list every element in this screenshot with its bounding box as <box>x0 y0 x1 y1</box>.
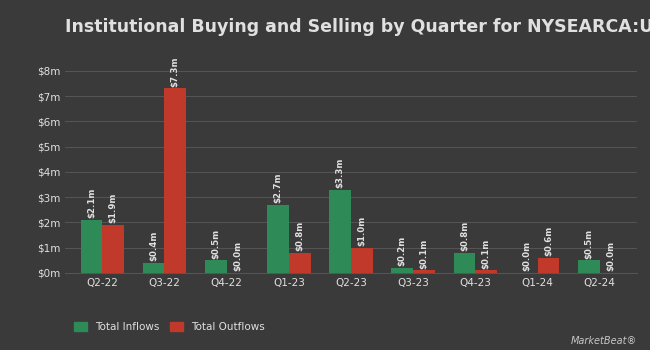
Text: $0.0m: $0.0m <box>233 241 242 271</box>
Text: $0.6m: $0.6m <box>544 226 553 256</box>
Bar <box>205 260 227 273</box>
Text: Institutional Buying and Selling by Quarter for NYSEARCA:USL: Institutional Buying and Selling by Quar… <box>65 18 650 36</box>
Bar <box>143 263 164 273</box>
Text: $0.1m: $0.1m <box>482 238 491 269</box>
Bar <box>391 268 413 273</box>
Text: $0.5m: $0.5m <box>211 229 220 259</box>
Bar <box>289 253 311 273</box>
Bar <box>351 248 372 273</box>
Bar <box>102 225 124 273</box>
Text: $3.3m: $3.3m <box>335 158 345 188</box>
Bar <box>164 89 187 273</box>
Bar <box>81 220 102 273</box>
Text: $0.4m: $0.4m <box>149 231 158 261</box>
Text: $1.9m: $1.9m <box>109 193 118 223</box>
Legend: Total Inflows, Total Outflows: Total Inflows, Total Outflows <box>70 318 268 336</box>
Text: $2.1m: $2.1m <box>87 188 96 218</box>
Text: $1.0m: $1.0m <box>358 216 367 246</box>
Text: $0.5m: $0.5m <box>584 229 593 259</box>
Text: $0.8m: $0.8m <box>460 221 469 251</box>
Text: $0.2m: $0.2m <box>398 236 407 266</box>
Bar <box>538 258 559 273</box>
Bar <box>454 253 475 273</box>
Text: $0.1m: $0.1m <box>419 238 428 269</box>
Bar <box>330 190 351 273</box>
Text: $0.0m: $0.0m <box>522 241 531 271</box>
Bar <box>267 205 289 273</box>
Bar <box>413 271 435 273</box>
Bar <box>475 271 497 273</box>
Text: $0.8m: $0.8m <box>295 221 304 251</box>
Text: MarketBeat®: MarketBeat® <box>571 336 637 346</box>
Text: $7.3m: $7.3m <box>171 56 180 87</box>
Text: $2.7m: $2.7m <box>274 173 283 203</box>
Bar <box>578 260 600 273</box>
Text: $0.0m: $0.0m <box>606 241 615 271</box>
